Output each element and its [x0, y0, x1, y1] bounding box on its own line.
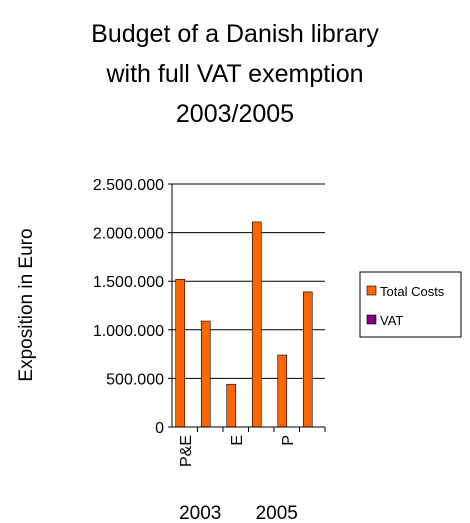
y-tick-label: 2.500.000: [93, 177, 164, 194]
y-axis-label: Exposition in Euro: [16, 228, 37, 381]
legend-label: Total Costs: [380, 284, 445, 299]
x-tick-label: P: [280, 435, 297, 446]
bar: [200, 320, 211, 428]
group-label: 2005: [256, 503, 298, 523]
bar: [251, 221, 262, 428]
x-tick-label: E: [229, 435, 246, 446]
bar: [277, 354, 288, 428]
y-tick-label: 1.000.000: [93, 323, 164, 340]
y-tick-label: 2.000.000: [93, 226, 164, 243]
legend-swatch: [366, 314, 377, 325]
y-tick-label: 500.000: [106, 371, 164, 388]
chart-title: Budget of a Danish library: [91, 20, 379, 48]
legend-box: [359, 271, 462, 338]
legend-label: VAT: [380, 313, 403, 328]
y-tick-label: 1.500.000: [93, 274, 164, 291]
bar: [302, 291, 313, 428]
bar: [226, 383, 237, 428]
chart-title: 2003/2005: [176, 100, 294, 128]
chart-title: with full VAT exemption: [105, 60, 363, 88]
y-tick-label: 0: [155, 420, 164, 437]
bar: [175, 278, 186, 428]
x-tick-label: P&E: [178, 435, 195, 467]
group-label: 2003: [179, 503, 221, 523]
legend-swatch: [366, 285, 377, 296]
